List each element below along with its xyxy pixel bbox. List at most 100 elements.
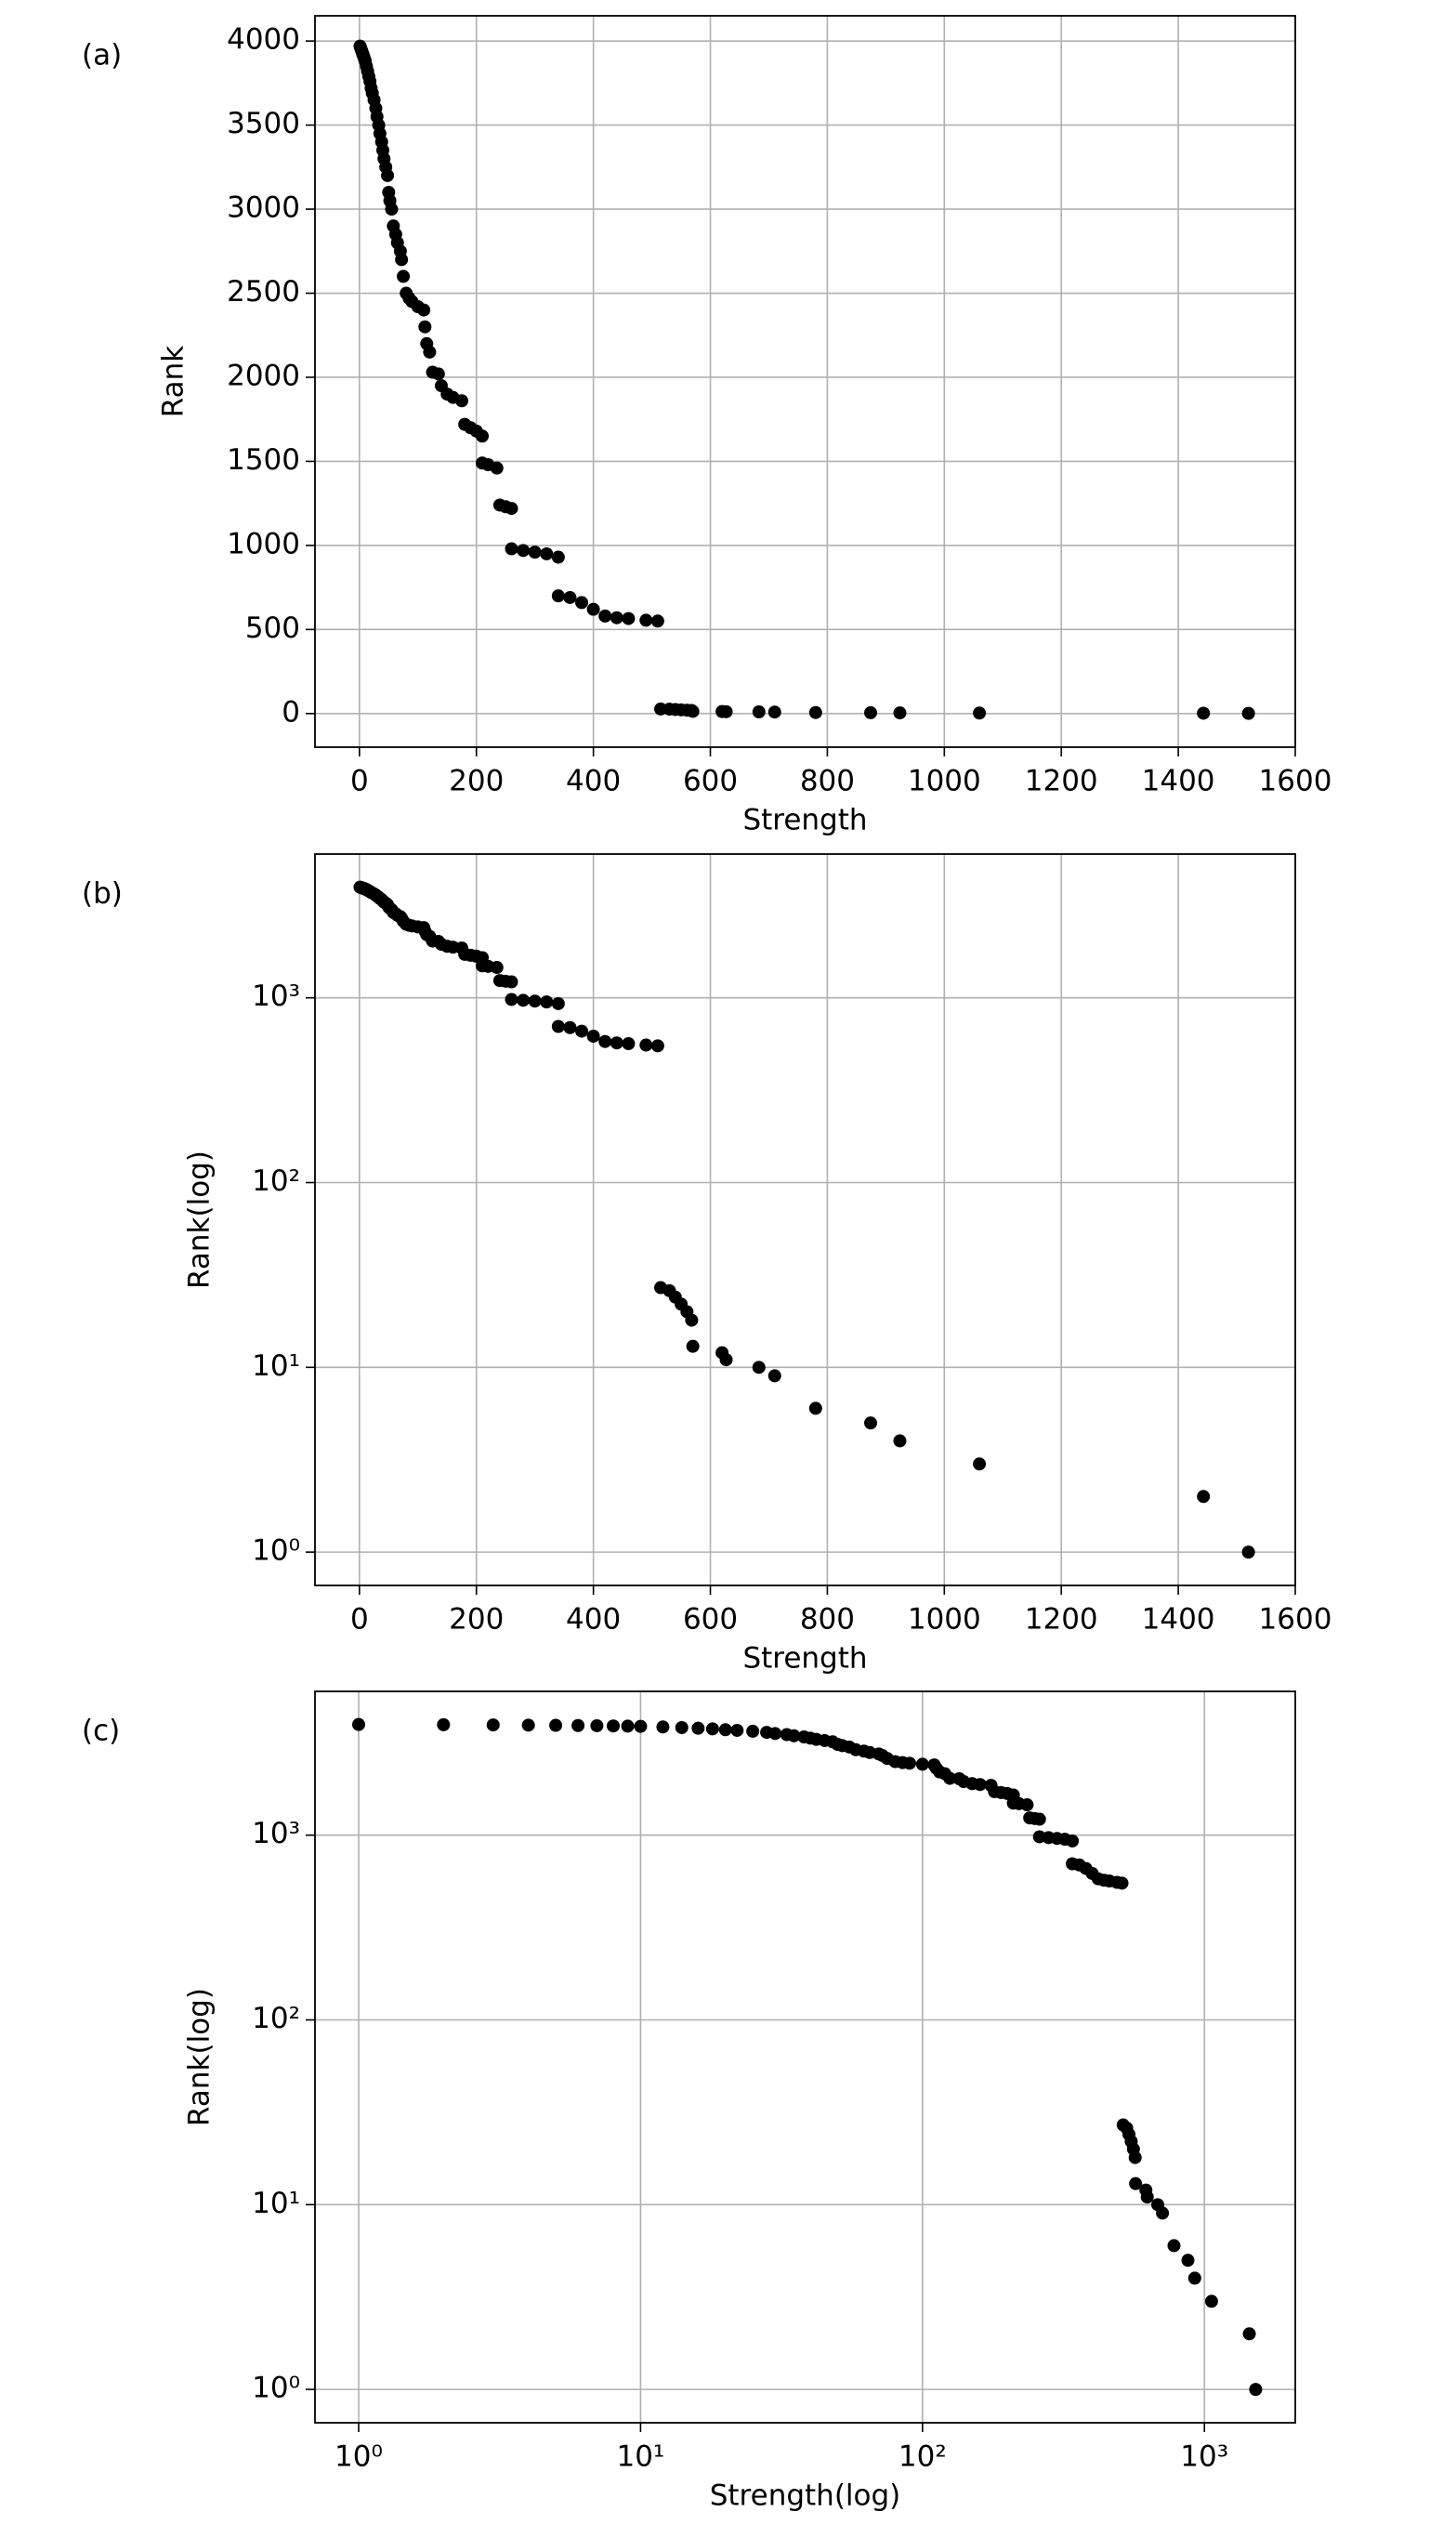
point xyxy=(787,1729,801,1742)
x-tick-label: 200 xyxy=(449,765,504,798)
point xyxy=(1129,2176,1143,2190)
point xyxy=(490,961,504,975)
point xyxy=(1197,1490,1211,1504)
y-tick-label: 1500 xyxy=(227,443,300,477)
y-tick-label: 3500 xyxy=(227,107,300,140)
y-axis-label: Rank(log) xyxy=(183,1988,216,2126)
point xyxy=(454,394,468,408)
point xyxy=(397,270,411,283)
point xyxy=(540,995,554,1009)
x-tick-label: 10² xyxy=(899,2440,947,2474)
y-tick-label: 10¹ xyxy=(252,2187,300,2220)
x-tick-label: 10¹ xyxy=(616,2440,664,2474)
point xyxy=(417,303,431,317)
x-tick-label: 1600 xyxy=(1259,765,1332,798)
y-tick-label: 10¹ xyxy=(252,1349,300,1383)
point xyxy=(915,1757,929,1771)
point xyxy=(685,1313,699,1327)
point xyxy=(571,1718,585,1732)
y-tick-label: 1000 xyxy=(227,527,300,560)
point xyxy=(768,1727,782,1741)
x-tick-label: 800 xyxy=(800,1603,855,1637)
point xyxy=(650,1039,664,1053)
point xyxy=(719,1353,733,1367)
point xyxy=(808,1401,822,1415)
point xyxy=(691,1721,705,1735)
x-tick-label: 1200 xyxy=(1025,1603,1098,1637)
x-tick-label: 1000 xyxy=(908,765,981,798)
point xyxy=(973,706,987,720)
point xyxy=(893,1434,907,1448)
point xyxy=(767,1369,781,1383)
point xyxy=(1020,1798,1034,1812)
point xyxy=(622,611,636,625)
y-tick-label: 10⁰ xyxy=(252,2372,300,2405)
point xyxy=(1187,2271,1201,2285)
y-tick-label: 3000 xyxy=(227,191,300,225)
point xyxy=(719,704,733,718)
point xyxy=(575,1024,589,1038)
point xyxy=(639,613,653,627)
point xyxy=(943,1771,957,1785)
point xyxy=(718,1723,732,1737)
point xyxy=(1241,1545,1255,1559)
point xyxy=(521,1718,535,1732)
y-tick-label: 10² xyxy=(252,2002,300,2035)
point xyxy=(598,609,612,623)
x-tick-label: 600 xyxy=(683,1603,738,1637)
point xyxy=(705,1722,719,1736)
point xyxy=(431,367,445,381)
point xyxy=(1140,2190,1154,2204)
point xyxy=(893,706,907,720)
point xyxy=(607,1719,621,1733)
x-tick-label: 200 xyxy=(449,1603,504,1637)
point xyxy=(505,542,518,556)
x-tick-label: 400 xyxy=(566,765,621,798)
point xyxy=(675,1720,689,1734)
point xyxy=(517,544,531,558)
point xyxy=(864,705,878,719)
point xyxy=(650,614,664,628)
y-tick-label: 2000 xyxy=(227,359,300,392)
point xyxy=(505,975,518,989)
y-tick-label: 10³ xyxy=(252,980,300,1013)
point xyxy=(528,994,542,1008)
point xyxy=(590,1718,604,1732)
point xyxy=(1249,2383,1263,2397)
point xyxy=(586,602,600,616)
point xyxy=(586,1029,600,1043)
panel-label: (c) xyxy=(82,1715,120,1748)
point xyxy=(563,590,577,604)
y-axis-label: Rank xyxy=(157,346,190,418)
point xyxy=(395,253,409,267)
point xyxy=(622,1036,636,1050)
y-axis-label: Rank(log) xyxy=(183,1151,216,1289)
point xyxy=(746,1724,760,1738)
point xyxy=(1032,1812,1046,1826)
x-tick-label: 0 xyxy=(350,1603,369,1637)
x-tick-label: 1200 xyxy=(1025,765,1098,798)
point xyxy=(486,1718,500,1732)
point xyxy=(808,705,822,719)
point xyxy=(621,1719,635,1733)
point xyxy=(686,1339,700,1353)
y-tick-label: 10² xyxy=(252,1164,300,1198)
x-axis-label: Strength(log) xyxy=(710,2479,901,2513)
point xyxy=(549,1718,563,1732)
plot-frame xyxy=(314,1690,1296,2424)
point xyxy=(639,1038,653,1052)
point xyxy=(385,203,399,217)
point xyxy=(1128,2150,1142,2164)
point xyxy=(505,502,518,516)
y-tick-label: 10⁰ xyxy=(252,1534,300,1568)
x-tick-label: 1000 xyxy=(908,1603,981,1637)
point xyxy=(563,1020,577,1034)
x-tick-label: 0 xyxy=(350,765,369,798)
point xyxy=(575,596,589,610)
point xyxy=(423,345,437,359)
point xyxy=(767,705,781,719)
point xyxy=(1241,706,1255,720)
point xyxy=(528,546,542,559)
x-tick-label: 10⁰ xyxy=(334,2440,383,2474)
point xyxy=(864,1416,878,1430)
